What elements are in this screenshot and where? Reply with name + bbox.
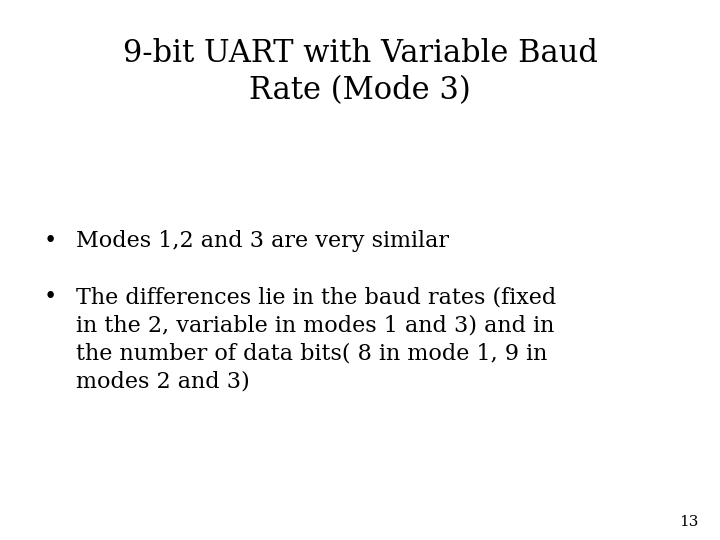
Text: 13: 13 — [679, 515, 698, 529]
Text: 9-bit UART with Variable Baud
Rate (Mode 3): 9-bit UART with Variable Baud Rate (Mode… — [122, 38, 598, 106]
Text: •: • — [43, 230, 56, 252]
Text: •: • — [43, 286, 56, 308]
Text: The differences lie in the baud rates (fixed
in the 2, variable in modes 1 and 3: The differences lie in the baud rates (f… — [76, 286, 556, 392]
Text: Modes 1,2 and 3 are very similar: Modes 1,2 and 3 are very similar — [76, 230, 449, 252]
